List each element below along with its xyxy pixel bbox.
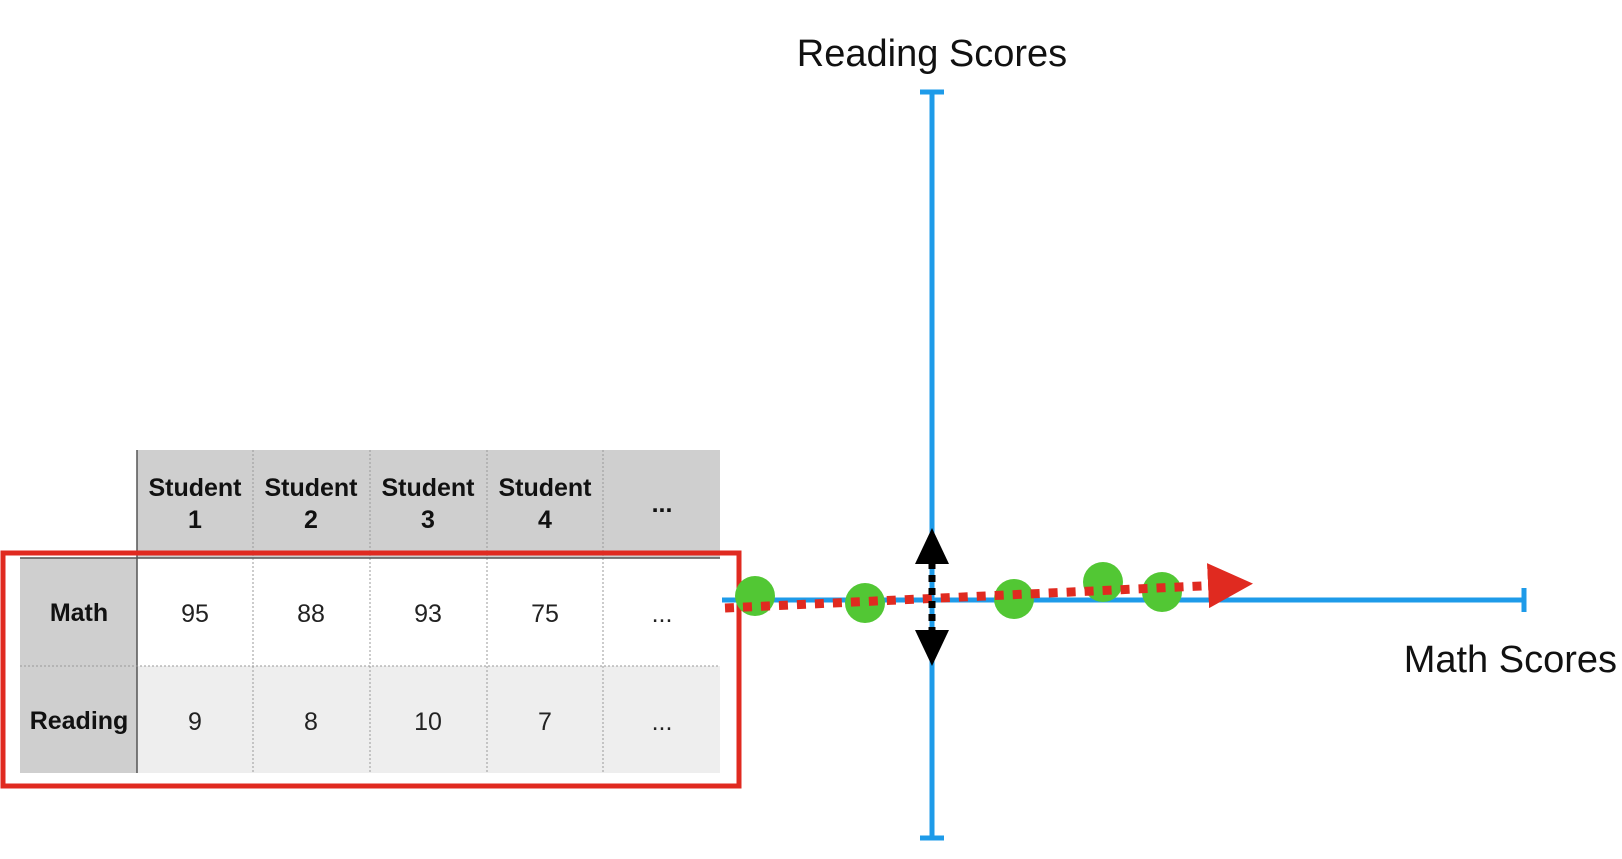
table-cell: ... <box>652 708 673 736</box>
column-header-4: Student 4 <box>498 474 592 534</box>
table-cell: 75 <box>531 600 559 628</box>
pc1-direction-arrow <box>724 563 1253 613</box>
data-points <box>735 562 1182 623</box>
reading-row-bg <box>137 666 720 773</box>
data-table: Student 1 Student 2 Student 3 Student 4 ... … <box>0 450 742 789</box>
column-dividers <box>252 450 604 773</box>
axes <box>722 89 1527 841</box>
pc2-arrowhead-down <box>915 630 949 666</box>
table-cell: 10 <box>414 708 442 736</box>
table-cell: ... <box>652 600 673 628</box>
pc2-arrowhead-up <box>915 528 949 564</box>
vertical-axis-label: Reading Scores <box>797 33 1067 75</box>
row-label-math: Math <box>50 599 108 627</box>
table-cell: 7 <box>538 708 552 736</box>
highlight-box <box>0 550 742 789</box>
table-header: Student 1 Student 2 Student 3 Student 4 ... <box>148 474 672 534</box>
data-point <box>845 583 885 623</box>
math-row-bg <box>137 558 720 666</box>
table-cell: 95 <box>181 600 209 628</box>
horizontal-axis-label: Math Scores <box>1404 639 1617 681</box>
data-point <box>1083 562 1123 602</box>
column-header-more: ... <box>652 490 673 518</box>
column-header-2: Student 2 <box>264 474 358 534</box>
math-row: 95 88 93 75 ... <box>181 600 672 628</box>
column-header-1: Student 1 <box>148 474 242 534</box>
table-cell: 88 <box>297 600 325 628</box>
column-header-3: Student 3 <box>381 474 475 534</box>
reading-row: 9 8 10 7 ... <box>188 708 672 736</box>
table-cell: 93 <box>414 600 442 628</box>
table-cell: 8 <box>304 708 318 736</box>
pc2-direction-arrow <box>915 528 949 666</box>
row-label-reading: Reading <box>30 707 129 735</box>
table-cell: 9 <box>188 708 202 736</box>
table-header-bg <box>137 450 720 558</box>
